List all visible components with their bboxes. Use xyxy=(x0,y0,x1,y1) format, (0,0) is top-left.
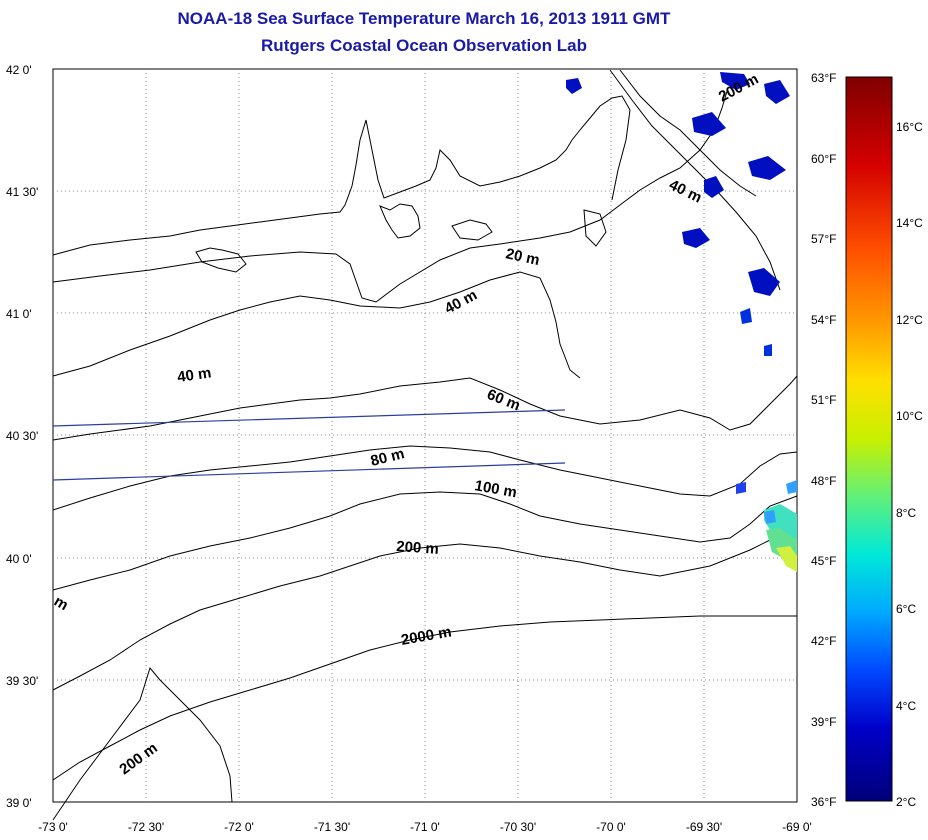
fahrenheit-label: 54°F xyxy=(811,313,836,327)
lon-tick-label: -70 30' xyxy=(500,820,536,834)
celsius-label: 16°C xyxy=(896,120,923,134)
lon-tick-label: -72 0' xyxy=(224,820,254,834)
fahrenheit-scale: 63°F 60°F 57°F 54°F 51°F 48°F 45°F 42°F … xyxy=(811,71,836,809)
celsius-label: 4°C xyxy=(896,699,916,713)
temperature-colorbar xyxy=(845,76,893,802)
fahrenheit-label: 39°F xyxy=(811,715,836,729)
map-subtitle: Rutgers Coastal Ocean Observation Lab xyxy=(261,36,587,55)
coastline xyxy=(52,95,631,273)
fahrenheit-label: 36°F xyxy=(811,795,836,809)
lat-tick-label: 42 0' xyxy=(6,63,32,77)
bathymetry-contours xyxy=(52,69,798,821)
celsius-label: 12°C xyxy=(896,313,923,327)
lon-tick-label: -71 0' xyxy=(410,820,440,834)
lon-tick-label: -69 0' xyxy=(782,820,812,834)
fahrenheit-label: 45°F xyxy=(811,554,836,568)
fahrenheit-label: 42°F xyxy=(811,634,836,648)
sst-data-patches xyxy=(566,72,797,572)
longitude-axis: -73 0' -72 30' -72 0' -71 30' -71 0' -70… xyxy=(38,820,812,834)
contour-label: 200 m xyxy=(396,538,440,558)
lon-tick-label: -69 30' xyxy=(686,820,722,834)
fahrenheit-label: 60°F xyxy=(811,152,836,166)
lon-tick-label: -72 30' xyxy=(128,820,164,834)
contour-label: 40 m xyxy=(176,364,212,386)
lat-tick-label: 39 0' xyxy=(6,796,32,810)
celsius-label: 14°C xyxy=(896,216,923,230)
map-title: NOAA-18 Sea Surface Temperature March 16… xyxy=(177,9,671,28)
fahrenheit-label: 63°F xyxy=(811,71,836,85)
celsius-scale: 16°C 14°C 12°C 10°C 8°C 6°C 4°C 2°C xyxy=(896,120,923,809)
lat-tick-label: 40 30' xyxy=(6,429,38,443)
fahrenheit-label: 51°F xyxy=(811,393,836,407)
lat-tick-label: 41 0' xyxy=(6,307,32,321)
contour-label: 20 m xyxy=(504,245,541,269)
celsius-label: 10°C xyxy=(896,409,923,423)
fahrenheit-label: 57°F xyxy=(811,232,836,246)
lon-tick-label: -71 30' xyxy=(314,820,350,834)
fahrenheit-label: 48°F xyxy=(811,474,836,488)
celsius-label: 6°C xyxy=(896,602,916,616)
lat-tick-label: 39 30' xyxy=(6,674,38,688)
latitude-axis: 42 0' 41 30' 41 0' 40 30' 40 0' 39 30' 3… xyxy=(6,63,38,810)
celsius-label: 8°C xyxy=(896,506,916,520)
lat-tick-label: 40 0' xyxy=(6,552,32,566)
lat-tick-label: 41 30' xyxy=(6,185,38,199)
lon-tick-label: -73 0' xyxy=(38,820,68,834)
satellite-track-lines xyxy=(52,409,566,481)
celsius-label: 2°C xyxy=(896,795,916,809)
lon-tick-label: -70 0' xyxy=(596,820,626,834)
graticule xyxy=(53,69,797,802)
